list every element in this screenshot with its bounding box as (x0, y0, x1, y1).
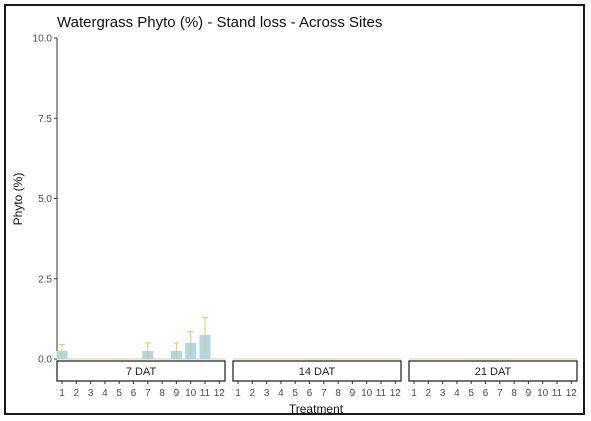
facet-strip-label: 14 DAT (299, 366, 336, 378)
x-tick-label: 7 (321, 388, 327, 399)
facet-strip (408, 360, 578, 382)
y-tick-label: 2.5 (38, 274, 52, 285)
chart-frame (4, 4, 585, 415)
x-tick-label: 5 (292, 388, 298, 399)
x-axis-label: Treatment (289, 402, 344, 416)
x-tick-label: 1 (235, 388, 241, 399)
x-tick-label: 2 (250, 388, 256, 399)
x-tick-label: 4 (454, 388, 460, 399)
x-tick-label: 7 (145, 388, 151, 399)
x-tick-label: 3 (440, 388, 446, 399)
x-tick-label: 9 (174, 388, 180, 399)
y-axis: 0.0 2.5 5.0 7.5 10.0 (33, 34, 58, 366)
x-tick-label: 6 (483, 388, 489, 399)
x-tick-label: 4 (102, 388, 108, 399)
x-tick-label: 9 (350, 388, 356, 399)
x-tick-label: 12 (214, 388, 226, 399)
x-tick-label: 5 (116, 388, 122, 399)
x-tick-label: 2 (426, 388, 432, 399)
y-tick-label: 5.0 (38, 194, 52, 205)
x-tick-label: 11 (376, 388, 387, 399)
facet-strip-label: 7 DAT (126, 366, 157, 378)
x-tick-label: 8 (335, 388, 341, 399)
x-tick-label: 6 (131, 388, 137, 399)
y-tick-label: 0.0 (38, 355, 52, 366)
x-tick-label: 10 (361, 388, 373, 399)
facet-strip (56, 360, 226, 382)
x-tick-label: 12 (390, 388, 402, 399)
x-tick-label: 5 (468, 388, 474, 399)
y-axis-label: Phyto (%) (11, 173, 25, 226)
x-tick-label: 7 (497, 388, 503, 399)
x-tick-label: 1 (59, 388, 65, 399)
x-tick-label: 10 (537, 388, 549, 399)
x-tick-label: 6 (307, 388, 313, 399)
x-tick-label: 2 (74, 388, 80, 399)
x-tick-label: 3 (264, 388, 270, 399)
x-tick-label: 9 (526, 388, 532, 399)
x-tick-label: 1 (411, 388, 417, 399)
x-tick-label: 11 (552, 388, 563, 399)
x-tick-label: 3 (88, 388, 94, 399)
chart-title: Watergrass Phyto (%) - Stand loss - Acro… (57, 14, 382, 31)
x-tick-label: 8 (159, 388, 165, 399)
y-tick-label: 10.0 (33, 34, 53, 45)
x-tick-label: 11 (200, 388, 211, 399)
x-tick-label: 10 (185, 388, 197, 399)
facet-strip (232, 360, 402, 382)
x-tick-label: 12 (566, 388, 578, 399)
x-tick-label: 8 (511, 388, 517, 399)
x-tick-label: 4 (278, 388, 284, 399)
facet-strip-label: 21 DAT (475, 366, 512, 378)
y-tick-label: 7.5 (38, 114, 52, 125)
